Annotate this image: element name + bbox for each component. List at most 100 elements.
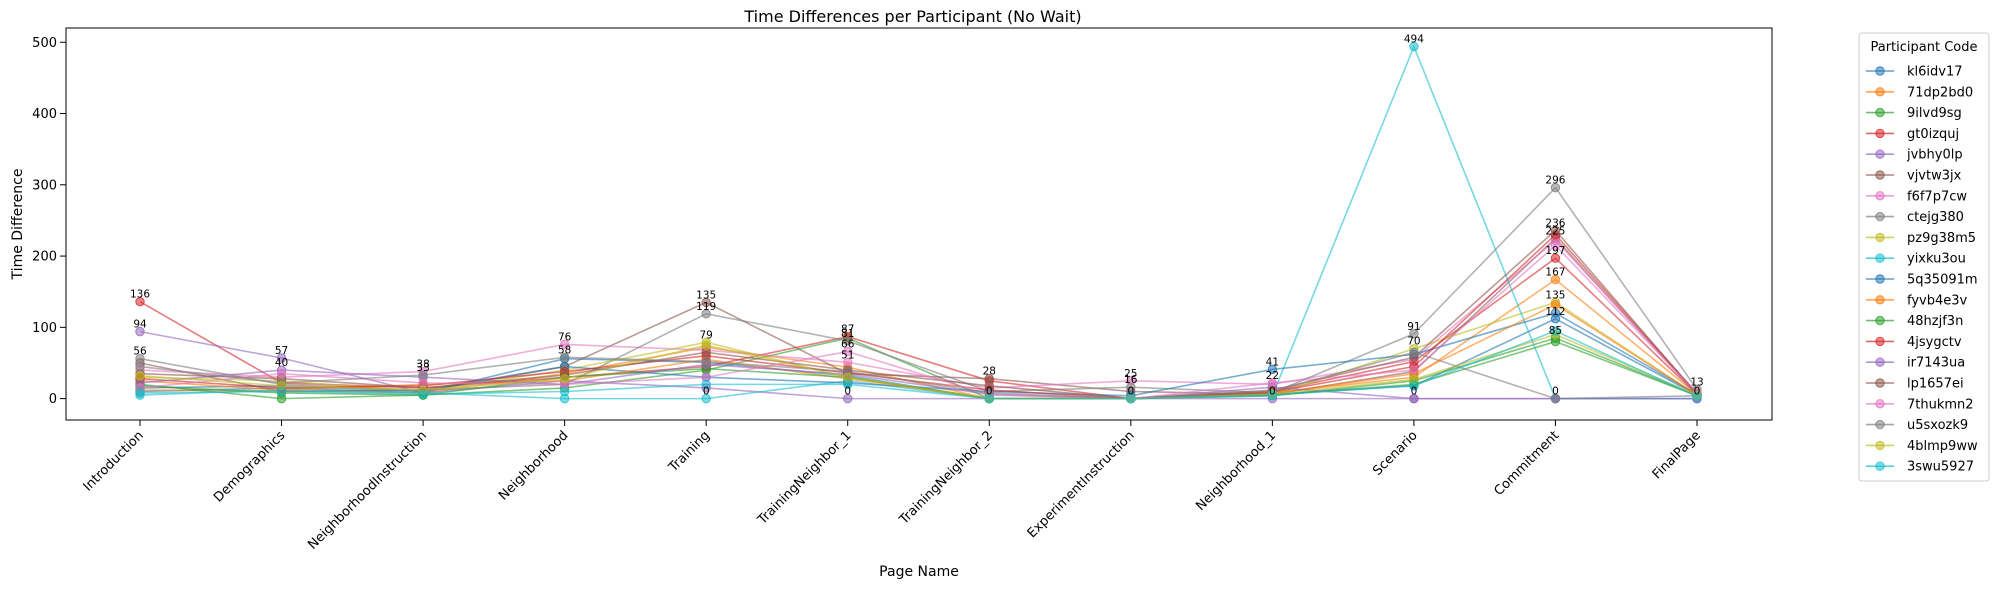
series-line [139, 351, 1698, 400]
y-axis: 0 100 200 300 400 500 [32, 36, 66, 407]
data-point [135, 361, 145, 372]
data-point [1409, 381, 1419, 391]
y-tick-label: 0 [49, 392, 57, 407]
data-point [276, 353, 287, 363]
data-point [701, 393, 711, 404]
data-point [1550, 393, 1561, 404]
data-point [135, 371, 145, 381]
data-label: 22 [1266, 370, 1279, 382]
y-tick-label: 500 [32, 36, 57, 51]
data-label: 0 [986, 386, 993, 398]
data-label: 40 [275, 357, 288, 369]
legend-frame [1858, 32, 1990, 482]
y-tick-label: 100 [32, 321, 57, 336]
legend: Participant Code kl6idv17 71dp2bd0 9ilvd9s… [1858, 32, 1990, 482]
data-point [418, 389, 428, 400]
legend-label: u5sxozk9 [1907, 418, 1968, 433]
data-point [276, 386, 287, 397]
series-line [139, 330, 1698, 400]
legend-label: lp1657ei [1907, 377, 1964, 392]
data-label: 197 [1545, 245, 1565, 257]
data-point [843, 379, 853, 390]
legend-swatch-marker [1875, 87, 1885, 97]
legend-swatch-marker [1875, 295, 1885, 305]
data-point [135, 326, 145, 337]
data-label: 112 [1545, 306, 1565, 318]
legend-swatch-marker [1875, 315, 1885, 326]
legend-swatch-marker [1875, 191, 1885, 201]
legend-label: yixku3ou [1907, 252, 1966, 267]
legend-swatch-marker [1875, 128, 1885, 139]
legend-label: 4blmp9ww [1907, 439, 1978, 454]
data-label: 33 [416, 362, 429, 374]
data-label: 94 [133, 319, 147, 331]
legend-swatch-marker [1875, 211, 1885, 222]
data-label: 70 [1407, 336, 1420, 348]
data-label: 81 [841, 328, 854, 340]
y-tick-label: 200 [32, 250, 57, 265]
legend-label: gt0izquj [1907, 127, 1959, 142]
legend-swatch-marker [1875, 274, 1885, 284]
legend-label: f6f7p7cw [1907, 189, 1967, 204]
legend-swatch-marker [1875, 419, 1885, 430]
legend-swatch-marker [1875, 170, 1885, 180]
data-point [701, 309, 711, 319]
data-label: 79 [699, 329, 712, 341]
data-point [1550, 225, 1561, 236]
legend-swatch-marker [1875, 253, 1885, 263]
legend-label: kl6idv17 [1907, 65, 1963, 80]
data-point [984, 393, 994, 404]
legend-swatch-marker [1875, 440, 1885, 451]
data-point [559, 386, 570, 397]
chart-title: Time Differences per Participant (No Wai… [743, 7, 1081, 26]
legend-swatch-marker [1875, 66, 1885, 76]
legend-label: 71dp2bd0 [1907, 85, 1973, 100]
data-label: 0 [844, 386, 851, 398]
data-point [1550, 182, 1561, 193]
data-label: 167 [1545, 267, 1565, 279]
legend-label: 3swu5927 [1907, 460, 1974, 475]
data-label: 135 [1545, 289, 1565, 301]
legend-label: jvbhy0lp [1906, 148, 1963, 163]
data-label: 0 [703, 386, 710, 398]
series-line [139, 44, 1697, 400]
legend-swatch-marker [1875, 107, 1885, 118]
legend-label: pz9g38m5 [1907, 231, 1976, 246]
data-point [1409, 347, 1419, 357]
data-point [843, 336, 853, 346]
data-label: 0 [1552, 386, 1559, 398]
data-label: 13 [1690, 376, 1703, 388]
data-point [701, 379, 711, 390]
data-label: 51 [841, 349, 854, 361]
data-label: 296 [1545, 175, 1565, 187]
legend-label: ir7143ua [1907, 356, 1965, 371]
data-point [1409, 329, 1419, 339]
series-line [139, 229, 1698, 400]
legend-swatch-marker [1875, 336, 1885, 347]
data-point [843, 393, 853, 404]
data-label: 57 [275, 345, 288, 357]
data-point [1409, 393, 1419, 404]
series-line [139, 337, 1698, 400]
legend-label: vjvtw3jx [1907, 169, 1962, 184]
series-markers [135, 41, 1702, 404]
legend-label: 48hzjf3n [1907, 314, 1963, 329]
data-point [1126, 393, 1136, 404]
data-point [1550, 240, 1561, 251]
legend-swatch-marker [1875, 461, 1885, 471]
data-label: 66 [841, 339, 855, 351]
legend-swatch-marker [1875, 149, 1885, 159]
y-axis-title: Time Difference [10, 169, 26, 281]
data-label: 0 [1127, 386, 1134, 398]
data-point [701, 356, 711, 367]
data-label: 91 [1407, 321, 1420, 333]
legend-label: 4jsygctv [1907, 335, 1962, 350]
legend-label: ctejg380 [1907, 210, 1964, 225]
data-point [559, 352, 570, 362]
data-point [559, 373, 570, 384]
data-point [1409, 41, 1419, 52]
data-point [135, 388, 145, 398]
data-label: 28 [983, 366, 996, 378]
x-axis-title: Page Name [879, 564, 959, 580]
